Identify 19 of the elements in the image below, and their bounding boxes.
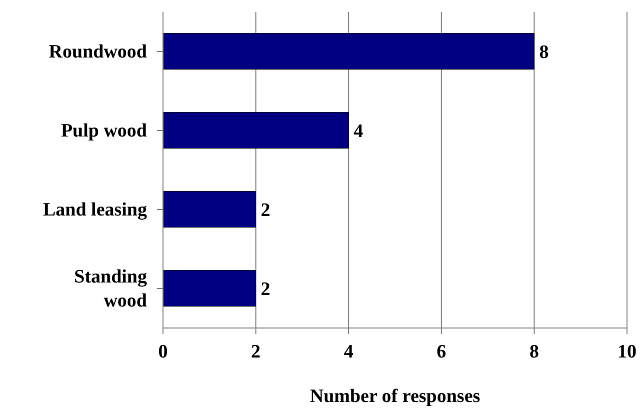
data-label: 2 bbox=[260, 279, 270, 300]
y-tick-label: Land leasing bbox=[42, 199, 148, 220]
x-tick-label: 0 bbox=[158, 341, 168, 362]
x-tick-label: 8 bbox=[529, 341, 539, 362]
y-tick-label: Pulp wood bbox=[60, 120, 148, 141]
bar bbox=[163, 191, 256, 228]
y-tick-label: Standing wood bbox=[74, 266, 148, 311]
y-tick-label: Roundwood bbox=[48, 41, 148, 62]
data-label: 2 bbox=[260, 200, 270, 222]
x-tick-label: 4 bbox=[344, 341, 354, 362]
data-label: 8 bbox=[539, 42, 549, 64]
bar bbox=[163, 270, 256, 307]
x-axis-title: Number of responses bbox=[310, 386, 480, 407]
data-label: 4 bbox=[354, 121, 364, 142]
bar bbox=[163, 112, 349, 149]
x-tick-label: 10 bbox=[618, 341, 636, 362]
x-tick-label: 6 bbox=[436, 341, 446, 362]
bar bbox=[163, 33, 534, 70]
x-tick-label: 2 bbox=[251, 341, 261, 362]
